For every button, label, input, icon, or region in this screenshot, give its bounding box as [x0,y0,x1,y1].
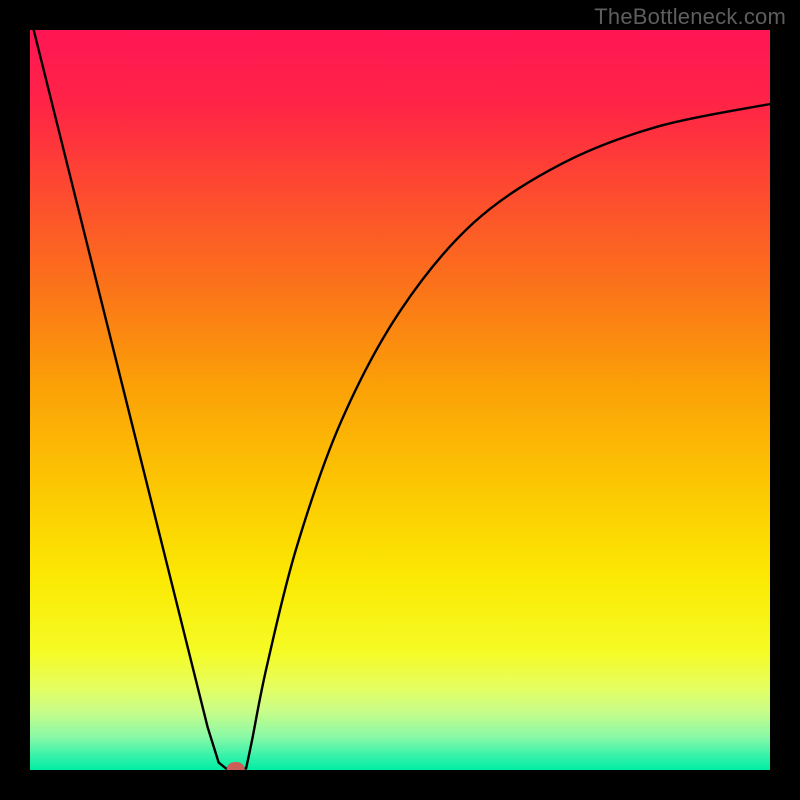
watermark-text: TheBottleneck.com [594,4,786,30]
plot-area [30,30,770,770]
chart-background [30,30,770,770]
chart-svg [30,30,770,770]
chart-frame: TheBottleneck.com [0,0,800,800]
